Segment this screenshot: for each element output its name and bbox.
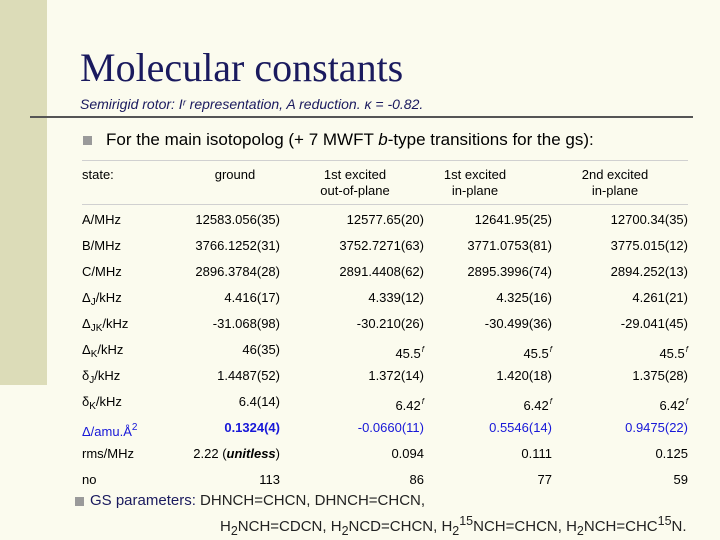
table-cell: 6.42f <box>523 397 552 413</box>
header-col4-line1: 2nd excited <box>581 167 649 182</box>
left-decor-bar <box>0 0 47 385</box>
table-cell: 86 <box>409 472 424 487</box>
table-cell: -29.041(45) <box>620 316 688 331</box>
row-label: Δ/amu.Å2 <box>82 422 138 439</box>
table-cell: 77 <box>537 472 552 487</box>
table-header-line <box>82 204 688 205</box>
gs-parameters-isotopologs: H2NCH=CDCN, H2NCD=CHCN, H215NCH=CHCN, H2… <box>220 514 687 538</box>
header-col2-line2: out-of-plane <box>320 183 390 198</box>
table-cell: -30.499(36) <box>484 316 552 331</box>
table-cell: -0.0660(11) <box>357 420 424 435</box>
table-cell: 4.416(17) <box>224 290 280 305</box>
row-label: ΔJK/kHz <box>82 316 129 334</box>
table-cell: -31.068(98) <box>212 316 280 331</box>
table-cell: 2891.4408(62) <box>339 264 424 279</box>
header-col3-line2: in-plane <box>451 183 499 198</box>
table-cell: 113 <box>259 472 280 487</box>
table-cell: 2896.3784(28) <box>195 264 280 279</box>
table-cell: 0.125 <box>655 446 688 461</box>
table-cell: 59 <box>673 472 688 487</box>
header-col3: 1st excited in-plane <box>420 167 530 199</box>
header-state: state: <box>82 167 114 182</box>
table-cell: 45.5f <box>659 345 688 361</box>
table-cell: 4.325(16) <box>496 290 552 305</box>
header-col4-line2: in-plane <box>591 183 639 198</box>
table-cell: 3771.0753(81) <box>467 238 552 253</box>
header-col3-line1: 1st excited <box>443 167 507 182</box>
table-cell: 12583.056(35) <box>195 212 280 227</box>
table-cell: 0.5546(14) <box>489 420 552 435</box>
title-rule <box>30 116 693 118</box>
bullet-square-icon <box>75 497 84 506</box>
row-label: δK/kHz <box>82 394 122 412</box>
header-col2: 1st excited out-of-plane <box>300 167 410 199</box>
row-label: no <box>82 472 97 487</box>
table-cell: -30.210(26) <box>356 316 424 331</box>
table-cell: 1.4487(52) <box>217 368 280 383</box>
table-cell: 6.42f <box>659 397 688 413</box>
table-cell: 1.375(28) <box>632 368 688 383</box>
table-cell: 45.5f <box>395 345 424 361</box>
table-cell: 0.111 <box>521 446 552 461</box>
slide-title: Molecular constants <box>80 45 404 90</box>
row-label: ΔK/kHz <box>82 342 124 360</box>
table-cell: 0.094 <box>391 446 424 461</box>
row-label: C/MHz <box>82 264 122 279</box>
table-cell: 6.42f <box>395 397 424 413</box>
table-cell: 3775.015(12) <box>610 238 688 253</box>
table-cell: 2.22 (unitless) <box>193 446 280 461</box>
header-ground: ground <box>214 167 256 182</box>
table-top-line <box>82 160 688 161</box>
table-cell: 2895.3996(74) <box>467 264 552 279</box>
table-cell: 0.9475(22) <box>625 420 688 435</box>
table-cell: 6.4(14) <box>238 394 280 409</box>
table-cell: 3766.1252(31) <box>195 238 280 253</box>
row-label: δJ/kHz <box>82 368 121 386</box>
bullet-square-icon <box>83 136 92 145</box>
bullet-gs-parameters: GS parameters: DHNCH=CHCN, DHNCH=CHCN, <box>90 492 426 509</box>
table-cell: 1.420(18) <box>496 368 552 383</box>
table-cell: 12700.34(35) <box>610 212 688 227</box>
table-cell: 46(35) <box>242 342 280 357</box>
row-label: B/MHz <box>82 238 121 253</box>
table-cell: 1.372(14) <box>368 368 424 383</box>
header-col4: 2nd excited in-plane <box>555 167 675 199</box>
table-cell: 2894.252(13) <box>610 264 688 279</box>
table-cell: 12577.65(20) <box>346 212 424 227</box>
row-label: ΔJ/kHz <box>82 290 122 308</box>
table-cell: 3752.7271(63) <box>339 238 424 253</box>
table-cell: 4.339(12) <box>368 290 424 305</box>
row-label: A/MHz <box>82 212 121 227</box>
slide-subtitle: Semirigid rotor: Iʳ representation, A re… <box>80 96 424 112</box>
table-cell: 12641.95(25) <box>474 212 552 227</box>
header-col2-line1: 1st excited <box>323 167 387 182</box>
table-cell: 0.1324(4) <box>224 420 280 435</box>
table-cell: 45.5f <box>523 345 552 361</box>
bullet-main-isotopolog: For the main isotopolog (+ 7 MWFT b-type… <box>106 130 594 149</box>
table-cell: 4.261(21) <box>632 290 688 305</box>
row-label: rms/MHz <box>82 446 134 461</box>
